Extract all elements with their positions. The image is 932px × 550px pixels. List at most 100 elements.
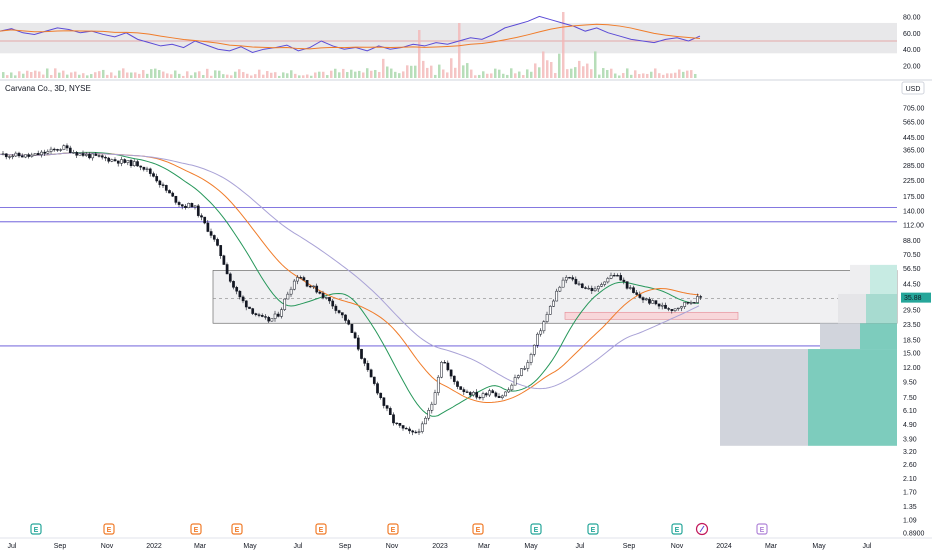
volume-bar [82, 73, 85, 78]
volume-bar [454, 67, 457, 78]
volume-bar [106, 74, 109, 78]
candle-body [382, 397, 386, 406]
candle [641, 296, 645, 304]
candle [46, 149, 50, 155]
candle [20, 153, 24, 158]
chart-title: Carvana Co., 3D, NYSE [5, 84, 91, 93]
rsi-line [0, 15, 701, 54]
candle [126, 160, 130, 166]
candle [235, 285, 239, 295]
candle-body [17, 152, 21, 157]
volume-bar [406, 65, 409, 78]
event-marker[interactable]: E [315, 523, 327, 535]
candle-body [452, 375, 456, 382]
volume-bar [294, 73, 297, 78]
candle [564, 275, 568, 284]
candle-body [484, 393, 488, 396]
candle-body [593, 288, 597, 292]
candle [280, 307, 283, 319]
volume-bar [10, 72, 13, 78]
candle-body [344, 314, 347, 321]
event-marker[interactable]: E [671, 523, 683, 535]
candle-body [433, 392, 437, 405]
candle [612, 272, 616, 277]
price-tick-label: 112.00 [903, 223, 924, 230]
price-tick-label: 285.00 [903, 163, 925, 170]
candle [216, 237, 219, 247]
candle [574, 276, 578, 285]
volume-bar [574, 67, 577, 78]
currency-button[interactable]: USD [901, 81, 925, 95]
event-marker[interactable]: E [30, 523, 42, 535]
event-marker[interactable]: E [756, 523, 768, 535]
volume-bar [86, 75, 89, 78]
candle [459, 386, 463, 390]
time-tick-label: May [812, 543, 826, 550]
candle-body [14, 152, 18, 157]
volume-bar [670, 73, 673, 78]
candle [404, 426, 408, 430]
price-tick-label: 56.50 [903, 266, 921, 273]
candle [337, 309, 341, 315]
event-marker[interactable]: E [103, 523, 115, 535]
time-tick-label: Sep [54, 543, 67, 550]
volume-bar [162, 71, 165, 78]
projection-box-green-4 [870, 264, 897, 294]
candle [379, 392, 383, 400]
earnings-icon [530, 523, 542, 535]
candle [193, 205, 197, 210]
volume-bar [270, 72, 273, 78]
candle-body [324, 297, 328, 299]
candle [622, 277, 626, 285]
candle-body [276, 313, 280, 317]
candle [561, 277, 565, 288]
rsi-tick-label: 20.00 [903, 64, 921, 71]
candle-body [184, 205, 187, 208]
candle [673, 308, 677, 313]
candle-body [193, 205, 197, 208]
volume-bar [598, 74, 601, 78]
event-marker[interactable]: E [530, 523, 542, 535]
event-marker[interactable] [695, 522, 709, 536]
candle-body [574, 278, 578, 285]
time-axis[interactable]: Jul Sep Nov 2022 Mar May Jul Sep Nov 2023 Mar May Ju… [0, 537, 932, 550]
candle-body [264, 316, 267, 318]
candle-body [616, 275, 619, 277]
volume-bar [50, 75, 53, 78]
candle [36, 150, 40, 156]
rsi-band [0, 22, 897, 54]
candle [177, 200, 181, 208]
event-marker[interactable]: E [387, 523, 399, 535]
candle [171, 191, 175, 198]
volume-bar [558, 53, 561, 78]
candle-body [280, 309, 283, 317]
candle [462, 387, 466, 395]
candle [110, 158, 114, 163]
volume-bar [178, 73, 181, 78]
candle-body [622, 279, 626, 282]
candle [132, 159, 136, 167]
candle [449, 369, 453, 380]
candle-body [520, 368, 523, 376]
volume-bar [402, 71, 405, 78]
candle-body [664, 304, 667, 309]
event-marker[interactable]: E [190, 523, 202, 535]
price-tick-label: 44.50 [903, 281, 921, 288]
price-axis[interactable]: 705.00 565.00 445.00 365.00 285.00 225.00 175.… [901, 106, 931, 538]
candle-body [260, 315, 264, 317]
event-marker[interactable]: E [472, 523, 484, 535]
candle-body [680, 306, 683, 309]
candle [84, 152, 88, 158]
volume-bar [602, 68, 605, 78]
candle [164, 184, 168, 193]
candle-body [59, 149, 63, 151]
projection-box-grey [720, 349, 808, 446]
candle [660, 302, 664, 310]
time-tick-label: May [524, 543, 538, 550]
event-marker[interactable]: E [587, 523, 599, 535]
candle-body [254, 313, 258, 315]
candle-body [321, 293, 325, 298]
candle-body [350, 323, 354, 333]
event-marker[interactable]: E [231, 523, 243, 535]
